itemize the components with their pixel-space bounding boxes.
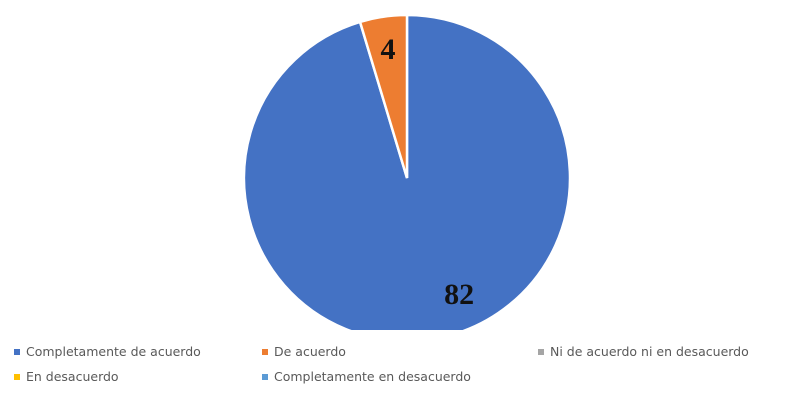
legend-item-de-acuerdo[interactable]: De acuerdo: [262, 344, 346, 359]
legend-label: Completamente en desacuerdo: [274, 369, 471, 384]
pie-chart: 82 4: [242, 13, 572, 330]
chart-legend: Completamente de acuerdo De acuerdo Ni d…: [0, 336, 810, 396]
legend-label: De acuerdo: [274, 344, 346, 359]
legend-item-ni-de-acuerdo-ni-en-desacuerdo[interactable]: Ni de acuerdo ni en desacuerdo: [538, 344, 749, 359]
pie-slice-de-acuerdo[interactable]: [358, 13, 409, 179]
data-label-completamente-de-acuerdo: 82: [444, 278, 474, 311]
legend-swatch-ni-de-acuerdo-ni-en-desacuerdo: [538, 348, 544, 355]
legend-swatch-de-acuerdo: [262, 348, 268, 355]
legend-swatch-en-desacuerdo: [14, 373, 20, 380]
legend-item-en-desacuerdo[interactable]: En desacuerdo: [14, 369, 119, 384]
legend-item-completamente-en-desacuerdo[interactable]: Completamente en desacuerdo: [262, 369, 471, 384]
data-label-de-acuerdo: 4: [381, 33, 396, 66]
legend-swatch-completamente-de-acuerdo: [14, 348, 20, 355]
pie-data-labels: 82 4: [381, 33, 475, 311]
legend-item-completamente-de-acuerdo[interactable]: Completamente de acuerdo: [14, 344, 201, 359]
pie-slices: [242, 13, 572, 330]
legend-label: Ni de acuerdo ni en desacuerdo: [550, 344, 749, 359]
legend-swatch-completamente-en-desacuerdo: [262, 373, 268, 380]
legend-label: En desacuerdo: [26, 369, 119, 384]
legend-label: Completamente de acuerdo: [26, 344, 201, 359]
